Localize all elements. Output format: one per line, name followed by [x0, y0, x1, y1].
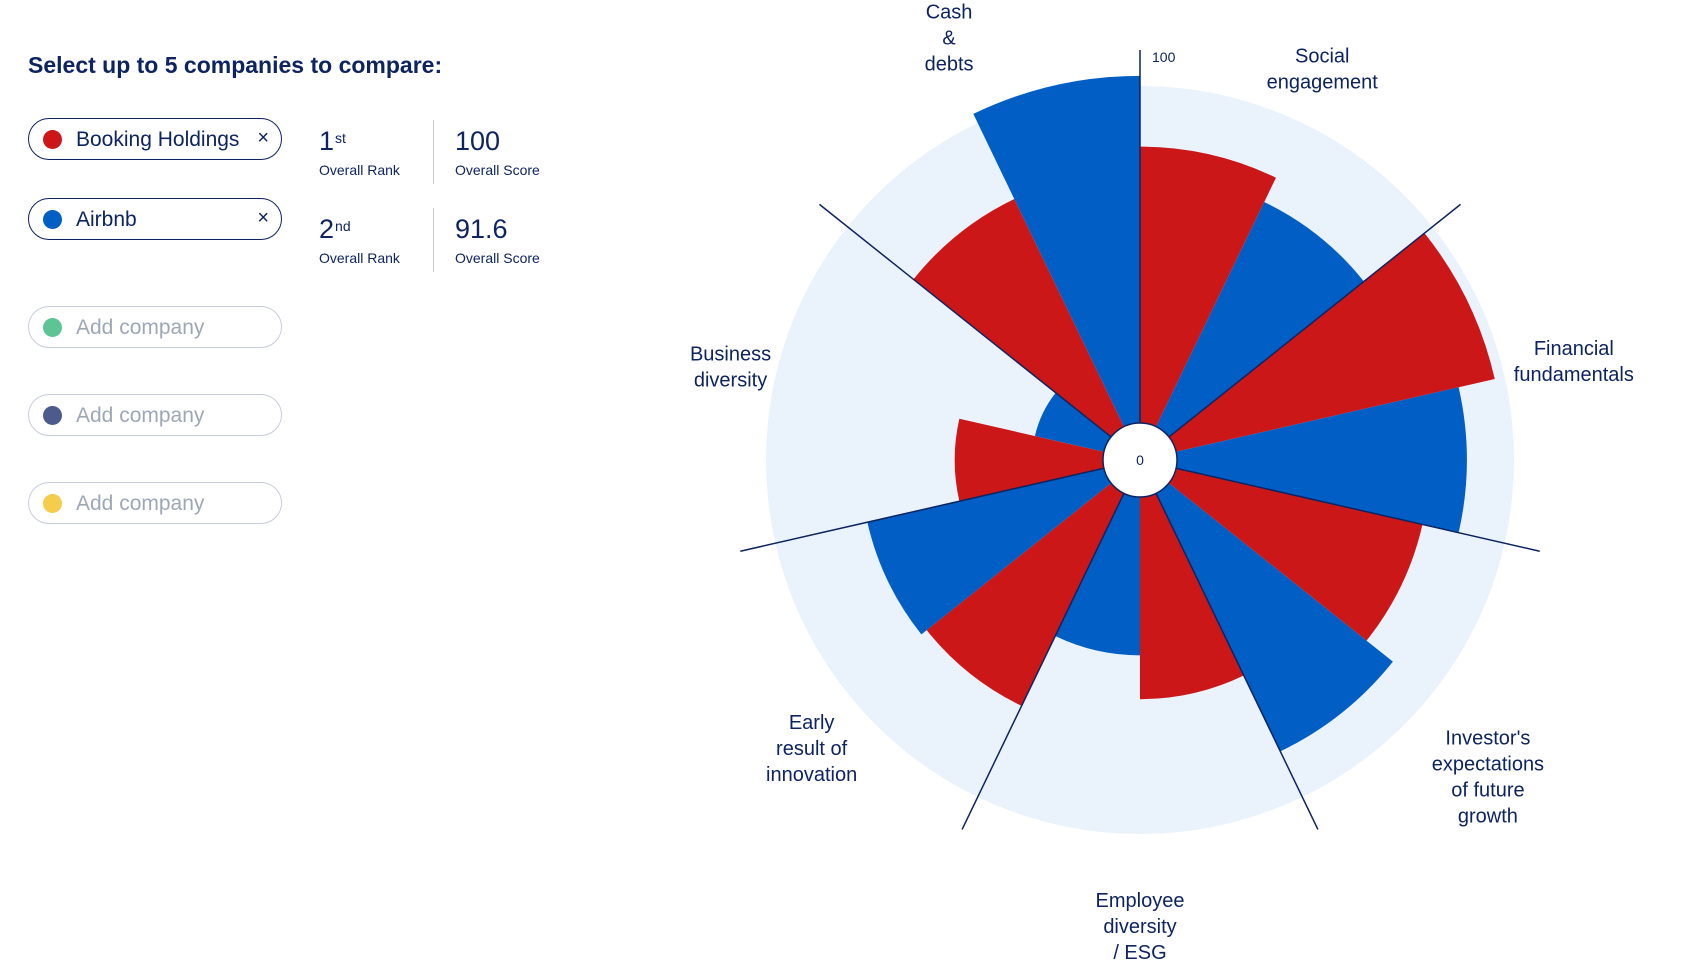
category-label-2: Investor's expectations of future growth	[1432, 727, 1544, 827]
bar-booking-holdings-2[interactable]	[1168, 468, 1423, 641]
bar-booking-holdings-3[interactable]	[1140, 493, 1244, 700]
rank-label: Overall Rank	[319, 162, 400, 178]
category-label-0: Social engagement	[1267, 46, 1379, 94]
category-label-6: Cash & debts	[925, 2, 974, 76]
overall-score-airbnb: 91.6 Overall Score	[455, 214, 540, 266]
category-label-line: result of	[776, 738, 848, 760]
score-value: 91.6	[455, 214, 508, 244]
score-value: 100	[455, 126, 501, 156]
score-label: Overall Score	[455, 250, 540, 266]
company-name: Booking Holdings	[76, 128, 240, 151]
category-label-4: Early result of innovation	[766, 712, 857, 786]
spoke-line-2	[1175, 467, 1540, 552]
bar-airbnb-3[interactable]	[1055, 493, 1140, 656]
bar-booking-holdings-0[interactable]	[1140, 146, 1276, 427]
rank-suffix: nd	[335, 218, 351, 234]
add-company-input-3[interactable]: Add company	[28, 306, 282, 348]
spoke-line-4	[961, 493, 1125, 830]
category-label-line: expectations	[1432, 753, 1544, 775]
rank-number: 1	[319, 126, 335, 156]
company-selector-airbnb[interactable]: Airbnb ×	[28, 198, 282, 240]
category-label-line: engagement	[1267, 72, 1379, 94]
company-color-dot	[43, 130, 62, 149]
category-label-line: Financial	[1534, 338, 1614, 360]
axis-min-label: 0	[1136, 452, 1144, 468]
spoke-line-6	[818, 203, 1112, 438]
category-label-line: Business	[690, 344, 771, 366]
overall-rank-booking-holdings: 1st Overall Rank	[319, 126, 400, 178]
category-label-line: &	[942, 28, 956, 50]
category-label-line: debts	[925, 54, 974, 76]
category-label-5: Business diversity	[690, 344, 771, 392]
category-label-3: Employee diversity / ESG	[1096, 890, 1185, 961]
bar-booking-holdings-4[interactable]	[926, 483, 1124, 706]
category-label-line: innovation	[766, 764, 857, 786]
remove-company-icon[interactable]: ×	[257, 127, 269, 149]
company-color-dot	[43, 406, 62, 425]
bar-booking-holdings-6[interactable]	[913, 198, 1124, 437]
category-label-line: Social	[1295, 46, 1349, 68]
bar-airbnb-2[interactable]	[1156, 483, 1393, 752]
overall-score-booking-holdings: 100 Overall Score	[455, 126, 540, 178]
stat-divider	[433, 208, 434, 272]
category-label-line: diversity	[694, 370, 767, 392]
category-label-1: Financial fundamentals	[1514, 338, 1634, 386]
remove-company-icon[interactable]: ×	[257, 207, 269, 229]
category-label-line: diversity	[1103, 916, 1176, 938]
add-company-input-5[interactable]: Add company	[28, 482, 282, 524]
add-company-placeholder: Add company	[76, 404, 205, 427]
add-company-placeholder: Add company	[76, 492, 205, 515]
spoke-line-5	[740, 467, 1105, 552]
category-label-line: Investor's	[1445, 727, 1530, 749]
category-label-line: Cash	[926, 2, 973, 24]
category-label-line: growth	[1458, 805, 1518, 827]
axis-max-label: 100	[1152, 49, 1176, 65]
add-company-placeholder: Add company	[76, 316, 205, 339]
score-label: Overall Score	[455, 162, 540, 178]
company-color-dot	[43, 494, 62, 513]
company-color-dot	[43, 318, 62, 337]
stat-divider	[433, 120, 434, 184]
bar-airbnb-4[interactable]	[867, 468, 1112, 635]
bar-booking-holdings-5[interactable]	[954, 418, 1104, 502]
rank-suffix: st	[335, 130, 346, 146]
bar-airbnb-1[interactable]	[1176, 387, 1467, 533]
bar-booking-holdings-1[interactable]	[1168, 233, 1495, 452]
category-label-line: Employee	[1096, 890, 1185, 912]
rank-label: Overall Rank	[319, 250, 400, 266]
compare-prompt: Select up to 5 companies to compare:	[28, 52, 443, 78]
spoke-line-1	[1168, 203, 1462, 438]
rank-number: 2	[319, 214, 335, 244]
company-selector-booking-holdings[interactable]: Booking Holdings ×	[28, 118, 282, 160]
category-label-line: of future	[1451, 779, 1524, 801]
category-label-line: Early	[789, 712, 835, 734]
chart-center-hole	[1102, 422, 1178, 498]
bar-airbnb-0[interactable]	[1156, 201, 1364, 437]
overall-rank-airbnb: 2nd Overall Rank	[319, 214, 400, 266]
company-name: Airbnb	[76, 208, 137, 231]
category-label-line: / ESG	[1113, 942, 1166, 961]
add-company-input-4[interactable]: Add company	[28, 394, 282, 436]
bar-airbnb-5[interactable]	[1034, 392, 1112, 452]
company-color-dot	[43, 210, 62, 229]
spoke-line-3	[1155, 493, 1319, 830]
bar-airbnb-6[interactable]	[973, 75, 1140, 427]
category-label-line: fundamentals	[1514, 364, 1634, 386]
